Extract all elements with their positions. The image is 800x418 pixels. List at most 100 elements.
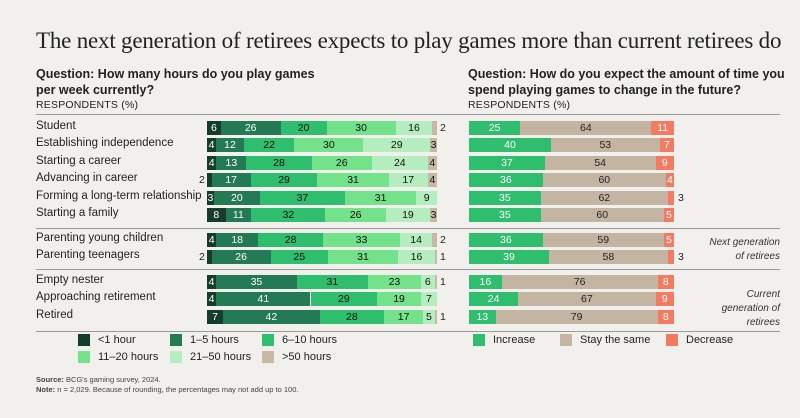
bar-segment: 12 (216, 138, 244, 152)
bar-segment: 53 (551, 138, 660, 152)
bar-segment: 60 (540, 208, 664, 222)
bar-segment: 3 (430, 208, 437, 222)
row-label: Parenting teenagers (36, 249, 140, 261)
bar-segment: 62 (540, 191, 668, 205)
left-respondents-label: RESPONDENTS (%) (36, 99, 139, 111)
bar-segment: 11 (225, 208, 252, 222)
legend-swatch (170, 334, 182, 346)
bar-segment: 37 (469, 156, 545, 170)
bar-segment: 4 (665, 173, 674, 187)
bar-segment: 8 (657, 310, 674, 324)
bar-segment: 31 (317, 173, 389, 187)
bar-segment: 5 (663, 208, 674, 222)
bar-segment: 42 (223, 310, 320, 324)
row-label: Advancing in career (36, 172, 138, 184)
right-respondents-label: RESPONDENTS (%) (468, 99, 571, 111)
bar-outside-label: 3 (678, 250, 684, 263)
legend-label: <1 hour (98, 334, 136, 346)
bar-segment: 7 (659, 138, 674, 152)
bar-segment: 54 (544, 156, 656, 170)
bar-segment: 24 (469, 292, 519, 306)
bar-segment (432, 233, 437, 247)
legend-label: 6–10 hours (282, 334, 338, 346)
bar-segment: 9 (416, 191, 437, 205)
bar-segment: 13 (216, 156, 247, 170)
bar-segment: 6 (207, 121, 221, 135)
legend-21-50: 21–50 hours (170, 351, 251, 363)
bar-outside-label: 3 (678, 191, 684, 204)
footer-source: Source: BCG's gaming survey, 2024. (36, 375, 161, 384)
bar-segment: 17 (388, 173, 428, 187)
bar-segment: 4 (207, 156, 217, 170)
header-rule (36, 114, 780, 115)
bar-segment: 26 (311, 156, 372, 170)
legend-lt1: <1 hour (78, 334, 136, 346)
legend-swatch (78, 351, 90, 363)
bar-segment: 41 (216, 292, 311, 306)
bar-segment: 28 (319, 310, 385, 324)
bar-segment: 30 (294, 138, 364, 152)
bar-segment: 7 (207, 310, 224, 324)
bar-segment: 16 (469, 275, 502, 289)
bar-segment: 4 (207, 292, 217, 306)
bar-segment: 40 (469, 138, 551, 152)
bar-segment (667, 191, 674, 205)
bar-segment: 28 (246, 156, 312, 170)
bar-segment: 7 (420, 292, 437, 306)
legend-label: 11–20 hours (98, 351, 159, 363)
bar-segment (434, 310, 437, 324)
bar-segment: 35 (216, 275, 297, 289)
bar-segment (432, 121, 437, 135)
legend-label: Increase (493, 334, 536, 346)
bar-segment: 8 (657, 275, 674, 289)
bar-outside-label: 2 (199, 250, 205, 263)
bar-segment: 20 (280, 121, 327, 135)
bar-segment: 64 (520, 121, 652, 135)
legend-label: 1–5 hours (190, 334, 239, 346)
legend-increase: Increase (473, 334, 535, 346)
bar-segment (434, 250, 437, 264)
bar-segment: 37 (259, 191, 345, 205)
bar-segment: 28 (258, 233, 324, 247)
bar-segment (667, 250, 674, 264)
bar-segment: 20 (213, 191, 260, 205)
source-text: BCG's gaming survey, 2024. (63, 375, 161, 384)
bar-segment: 36 (469, 233, 543, 247)
group-divider-1 (36, 228, 780, 229)
legend-1-5: 1–5 hours (170, 334, 239, 346)
bar-segment: 26 (211, 250, 271, 264)
bar-segment: 18 (216, 233, 259, 247)
bar-segment: 59 (542, 233, 664, 247)
bar-segment: 30 (326, 121, 396, 135)
legend-decrease: Decrease (666, 334, 733, 346)
bar-segment: 14 (399, 233, 433, 247)
bar-segment: 31 (345, 191, 417, 205)
bar-segment: 23 (368, 275, 421, 289)
row-label: Starting a career (36, 155, 122, 167)
bar-segment: 4 (427, 173, 437, 187)
bar-segment: 5 (663, 233, 674, 247)
row-label: Empty nester (36, 274, 104, 286)
legend-swatch (666, 334, 678, 346)
bar-outside-label: 1 (440, 310, 446, 323)
bar-segment: 32 (251, 208, 326, 222)
left-question: Question: How many hours do you play gam… (36, 67, 315, 97)
note-text: n = 2,029. Because of rounding, the perc… (55, 385, 299, 394)
legend-same: Stay the same (560, 334, 650, 346)
bar-segment: 29 (310, 292, 378, 306)
bar-segment: 6 (420, 275, 435, 289)
bar-segment: 19 (385, 208, 431, 222)
bar-segment: 24 (371, 156, 428, 170)
bar-outside-label: 1 (440, 275, 446, 288)
bar-outside-label: 2 (440, 233, 446, 246)
bar-segment: 9 (655, 292, 674, 306)
bar-segment: 35 (469, 191, 541, 205)
bar-segment: 3 (207, 191, 214, 205)
bar-segment: 29 (363, 138, 431, 152)
bar-segment: 58 (548, 250, 668, 264)
bar-segment: 29 (250, 173, 318, 187)
bar-segment: 25 (469, 121, 521, 135)
bar-segment: 35 (469, 208, 541, 222)
legend-swatch (262, 334, 274, 346)
bar-segment: 76 (501, 275, 658, 289)
